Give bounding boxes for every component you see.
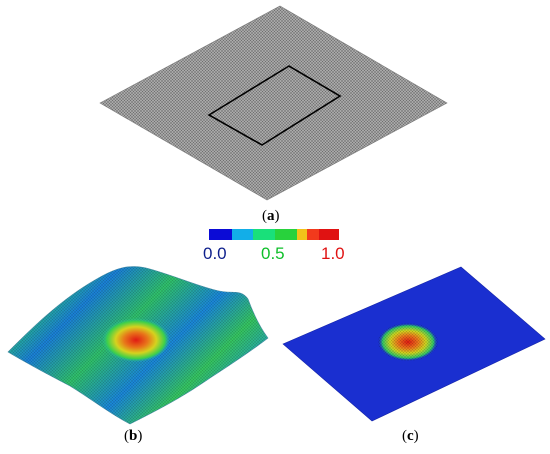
panel-a-label: (a) (262, 208, 280, 224)
panel-a-plate (99, 5, 448, 201)
colorbar-tick-mid: 0.5 (261, 244, 285, 263)
panel-c-surface (282, 266, 546, 422)
colorbar-seg-6 (319, 229, 339, 240)
panel-b-surface (7, 266, 269, 425)
colorbar-seg-2 (253, 229, 275, 240)
region-outline (207, 65, 342, 146)
colorbar-seg-5 (307, 229, 319, 240)
colorbar-tick-min: 0.0 (203, 244, 227, 263)
colorbar-seg-1 (232, 229, 253, 240)
mesh-plate (99, 5, 448, 201)
colorbar-seg-0 (209, 229, 232, 240)
panel-c-label: (c) (402, 428, 419, 444)
deformation-peak (102, 318, 170, 362)
hump-mesh (378, 323, 438, 361)
colorbar-seg-3 (275, 229, 297, 240)
colorbar-tick-max: 1.0 (321, 244, 345, 263)
panel-b-label: (b) (124, 428, 143, 444)
colorbar-seg-4 (297, 229, 307, 240)
colorbar (209, 229, 339, 240)
